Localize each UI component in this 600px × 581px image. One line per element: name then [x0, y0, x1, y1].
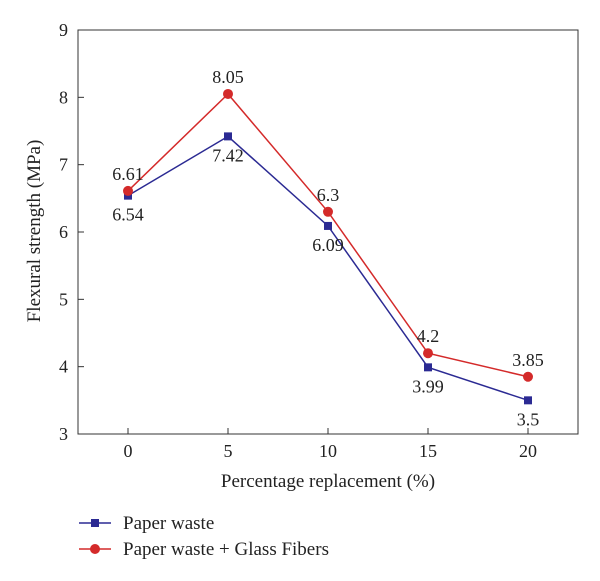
data-point-paper-waste: [324, 221, 332, 230]
data-point-paper-waste-glass-fibers: [123, 185, 133, 196]
data-label-paper-waste: 6.54: [112, 205, 144, 225]
legend-label-paper-waste: Paper waste: [123, 513, 214, 534]
data-label-paper-waste-glass-fibers: 8.05: [212, 67, 244, 87]
y-tick-label: 7: [59, 155, 68, 175]
y-tick-label: 5: [59, 289, 68, 309]
data-label-paper-waste-glass-fibers: 3.85: [512, 350, 544, 370]
x-tick-label: 0: [124, 441, 133, 461]
y-tick-label: 8: [59, 87, 68, 107]
x-tick-label: 10: [319, 441, 337, 461]
data-point-paper-waste-glass-fibers: [323, 206, 333, 217]
data-point-paper-waste-glass-fibers: [223, 88, 233, 99]
y-tick-label: 9: [59, 20, 68, 40]
data-point-paper-waste: [524, 396, 532, 405]
data-point-paper-waste: [224, 132, 232, 141]
data-point-paper-waste-glass-fibers: [423, 348, 433, 359]
plot-area: [77, 29, 579, 435]
plot-frame: [77, 29, 579, 435]
data-label-paper-waste: 3.99: [412, 376, 444, 396]
series-layer: [123, 88, 533, 405]
axes: 0 5 10 15 20 3 4 5 6 7 8 9: [59, 20, 537, 461]
legend-marker-paper-waste: [91, 519, 99, 527]
legend: Paper waste Paper waste + Glass Fibers: [79, 513, 329, 560]
legend-item-paper-waste-glass-fibers: Paper waste + Glass Fibers: [79, 539, 329, 560]
y-tick-label: 3: [59, 424, 68, 444]
x-axis-title: Percentage replacement (%): [221, 471, 435, 492]
data-label-paper-waste: 7.42: [212, 145, 244, 165]
data-label-paper-waste-glass-fibers: 6.61: [112, 164, 144, 184]
data-label-paper-waste-glass-fibers: 4.2: [417, 326, 440, 346]
x-tick-label: 15: [419, 441, 437, 461]
data-labels: 6.54 7.42 6.09 3.99 3.5 6.61 8.05 6.3 4.2 3.85: [112, 67, 544, 429]
y-tick-label: 4: [59, 357, 68, 377]
x-tick-label: 5: [224, 441, 233, 461]
legend-label-paper-waste-glass-fibers: Paper waste + Glass Fibers: [123, 539, 329, 560]
x-tick-label: 20: [519, 441, 537, 461]
data-label-paper-waste: 6.09: [312, 235, 344, 255]
data-point-paper-waste-glass-fibers: [523, 371, 533, 382]
data-label-paper-waste-glass-fibers: 6.3: [317, 185, 340, 205]
data-label-paper-waste: 3.5: [517, 409, 540, 429]
legend-item-paper-waste: Paper waste: [79, 513, 214, 534]
data-point-paper-waste: [424, 363, 432, 372]
legend-marker-paper-waste-glass-fibers: [90, 544, 100, 554]
y-tick-label: 6: [59, 222, 68, 242]
y-axis-title: Flexural strength (MPa): [24, 140, 45, 323]
series-line-paper-waste: [127, 135, 529, 402]
